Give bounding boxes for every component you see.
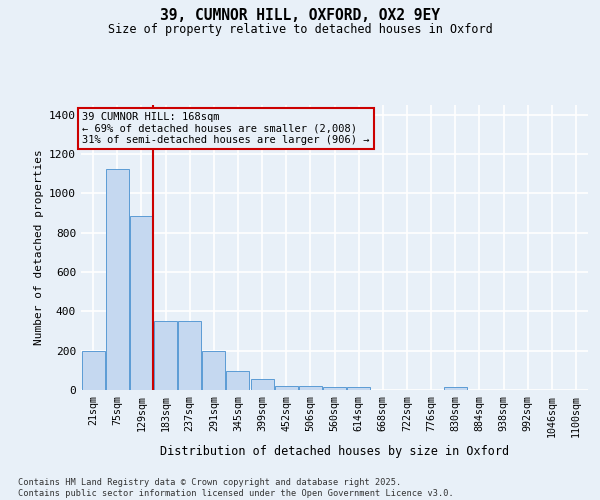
Bar [347,387,370,390]
Text: Size of property relative to detached houses in Oxford: Size of property relative to detached ho… [107,24,493,36]
Bar [130,216,153,390]
Bar [323,387,346,390]
Bar [299,386,322,390]
Bar [178,321,201,390]
Bar [251,379,274,390]
Bar [106,169,128,390]
Bar [202,352,225,390]
Bar [154,321,177,390]
Text: 39, CUMNOR HILL, OXFORD, OX2 9EY: 39, CUMNOR HILL, OXFORD, OX2 9EY [160,8,440,22]
Text: Contains HM Land Registry data © Crown copyright and database right 2025.
Contai: Contains HM Land Registry data © Crown c… [18,478,454,498]
Y-axis label: Number of detached properties: Number of detached properties [34,150,44,346]
Bar [275,386,298,390]
Bar [226,372,250,390]
X-axis label: Distribution of detached houses by size in Oxford: Distribution of detached houses by size … [160,445,509,458]
Text: 39 CUMNOR HILL: 168sqm
← 69% of detached houses are smaller (2,008)
31% of semi-: 39 CUMNOR HILL: 168sqm ← 69% of detached… [82,112,370,145]
Bar [82,352,104,390]
Bar [444,387,467,390]
